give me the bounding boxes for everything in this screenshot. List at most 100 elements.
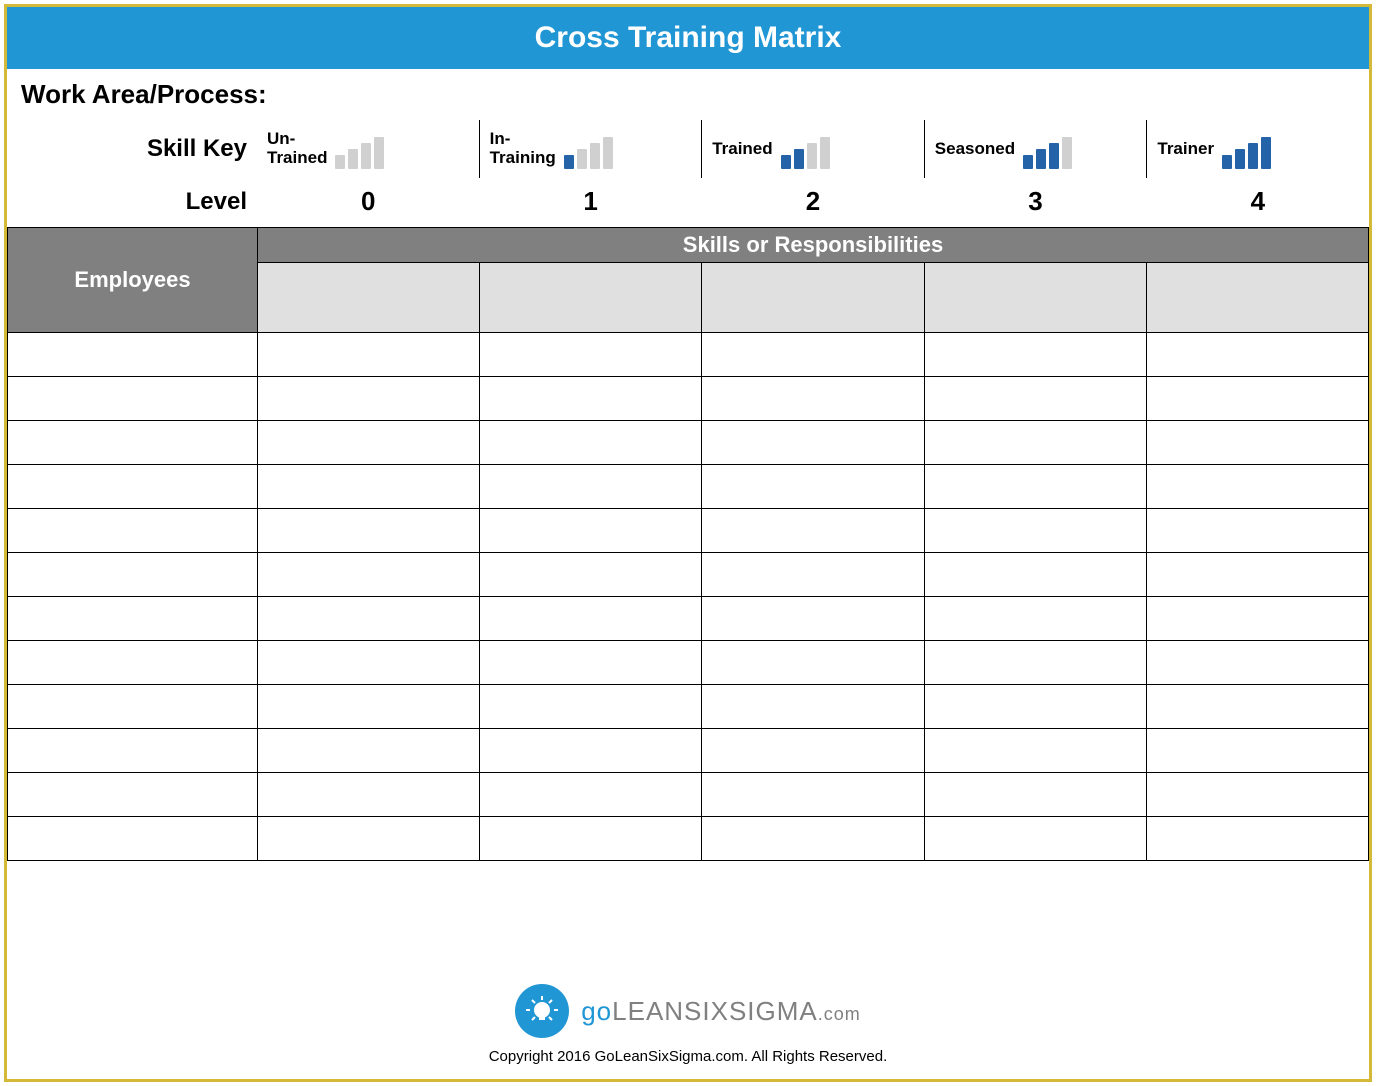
skill-cell-empty xyxy=(924,377,1146,421)
skill-cell-empty xyxy=(1146,729,1368,773)
level-label: Level xyxy=(7,188,257,216)
skill-cell-empty xyxy=(480,421,702,465)
skill-cell-empty xyxy=(480,685,702,729)
table-row xyxy=(8,597,1369,641)
skill-cell-empty xyxy=(480,553,702,597)
skill-cell-empty xyxy=(480,597,702,641)
skill-level-label: Un-Trained xyxy=(267,130,327,167)
skill-column-header xyxy=(480,263,702,333)
skill-cell-empty xyxy=(924,553,1146,597)
skill-cell-empty xyxy=(258,421,480,465)
skill-cell-empty xyxy=(258,333,480,377)
skill-key-cell: Trainer xyxy=(1146,120,1369,178)
skill-cell-empty xyxy=(702,817,924,861)
training-matrix-table: Employees Skills or Responsibilities xyxy=(7,227,1369,861)
logo-com: .com xyxy=(818,1004,861,1024)
table-row xyxy=(8,729,1369,773)
skill-cell-empty xyxy=(258,729,480,773)
level-number: 4 xyxy=(1147,186,1369,217)
skill-cell-empty xyxy=(924,421,1146,465)
skill-cell-empty xyxy=(480,817,702,861)
skill-key-label: Skill Key xyxy=(7,135,257,163)
work-area-label: Work Area/Process: xyxy=(7,69,1369,116)
skill-level-label: Trained xyxy=(712,140,772,159)
employee-cell xyxy=(8,421,258,465)
skill-cell-empty xyxy=(702,333,924,377)
table-row xyxy=(8,553,1369,597)
skill-cell-empty xyxy=(258,685,480,729)
bars-icon xyxy=(335,129,384,169)
employee-cell xyxy=(8,729,258,773)
level-row: Level 01234 xyxy=(7,180,1369,227)
table-row xyxy=(8,685,1369,729)
employee-cell xyxy=(8,465,258,509)
skill-cell-empty xyxy=(1146,597,1368,641)
skill-cell-empty xyxy=(924,817,1146,861)
skill-key-cell: Seasoned xyxy=(924,120,1147,178)
employee-cell xyxy=(8,641,258,685)
skill-cell-empty xyxy=(258,465,480,509)
bars-icon xyxy=(1023,129,1072,169)
skill-cell-empty xyxy=(258,641,480,685)
logo-go: go xyxy=(581,996,612,1026)
skill-key-cell: Trained xyxy=(701,120,924,178)
skill-cell-empty xyxy=(702,421,924,465)
footer: goLEANSIXSIGMA.com Copyright 2016 GoLean… xyxy=(7,966,1369,1079)
skill-cell-empty xyxy=(702,465,924,509)
bars-icon xyxy=(1222,129,1271,169)
skill-cell-empty xyxy=(702,377,924,421)
skill-cell-empty xyxy=(1146,685,1368,729)
employees-header: Employees xyxy=(8,228,258,333)
skill-cell-empty xyxy=(480,773,702,817)
skill-cell-empty xyxy=(1146,465,1368,509)
level-number: 1 xyxy=(479,186,701,217)
document-frame: Cross Training Matrix Work Area/Process:… xyxy=(4,4,1372,1082)
skill-cell-empty xyxy=(1146,553,1368,597)
skill-key-row: Skill Key Un-Trained In-Training Trained Se… xyxy=(7,116,1369,180)
skill-cell-empty xyxy=(924,333,1146,377)
employee-cell xyxy=(8,817,258,861)
logo: goLEANSIXSIGMA.com xyxy=(7,984,1369,1038)
table-row xyxy=(8,421,1369,465)
table-row xyxy=(8,773,1369,817)
employee-cell xyxy=(8,509,258,553)
level-number: 3 xyxy=(924,186,1146,217)
lightbulb-icon xyxy=(515,984,569,1038)
skill-cell-empty xyxy=(924,509,1146,553)
level-number: 0 xyxy=(257,186,479,217)
skill-cell-empty xyxy=(258,773,480,817)
skill-cell-empty xyxy=(702,509,924,553)
employee-cell xyxy=(8,773,258,817)
skill-cell-empty xyxy=(258,509,480,553)
employee-cell xyxy=(8,377,258,421)
skill-cell-empty xyxy=(924,641,1146,685)
skill-cell-empty xyxy=(702,597,924,641)
skill-cell-empty xyxy=(258,377,480,421)
level-number: 2 xyxy=(702,186,924,217)
skill-cell-empty xyxy=(702,685,924,729)
bars-icon xyxy=(781,129,830,169)
skill-cell-empty xyxy=(258,597,480,641)
employee-cell xyxy=(8,685,258,729)
skill-column-header xyxy=(1146,263,1368,333)
page-title: Cross Training Matrix xyxy=(7,7,1369,69)
skill-cell-empty xyxy=(702,729,924,773)
skill-cell-empty xyxy=(1146,641,1368,685)
skill-cell-empty xyxy=(480,377,702,421)
skill-cell-empty xyxy=(258,817,480,861)
skill-cell-empty xyxy=(480,641,702,685)
skill-cell-empty xyxy=(1146,817,1368,861)
skill-level-label: Trainer xyxy=(1157,140,1214,159)
skill-cell-empty xyxy=(1146,333,1368,377)
skill-level-label: In-Training xyxy=(490,130,556,167)
skill-cell-empty xyxy=(1146,773,1368,817)
skill-cell-empty xyxy=(480,333,702,377)
skill-cell-empty xyxy=(924,597,1146,641)
table-row xyxy=(8,333,1369,377)
skill-cell-empty xyxy=(702,553,924,597)
employee-cell xyxy=(8,553,258,597)
skill-cell-empty xyxy=(1146,509,1368,553)
table-row xyxy=(8,509,1369,553)
copyright-text: Copyright 2016 GoLeanSixSigma.com. All R… xyxy=(7,1048,1369,1065)
skill-cell-empty xyxy=(924,773,1146,817)
